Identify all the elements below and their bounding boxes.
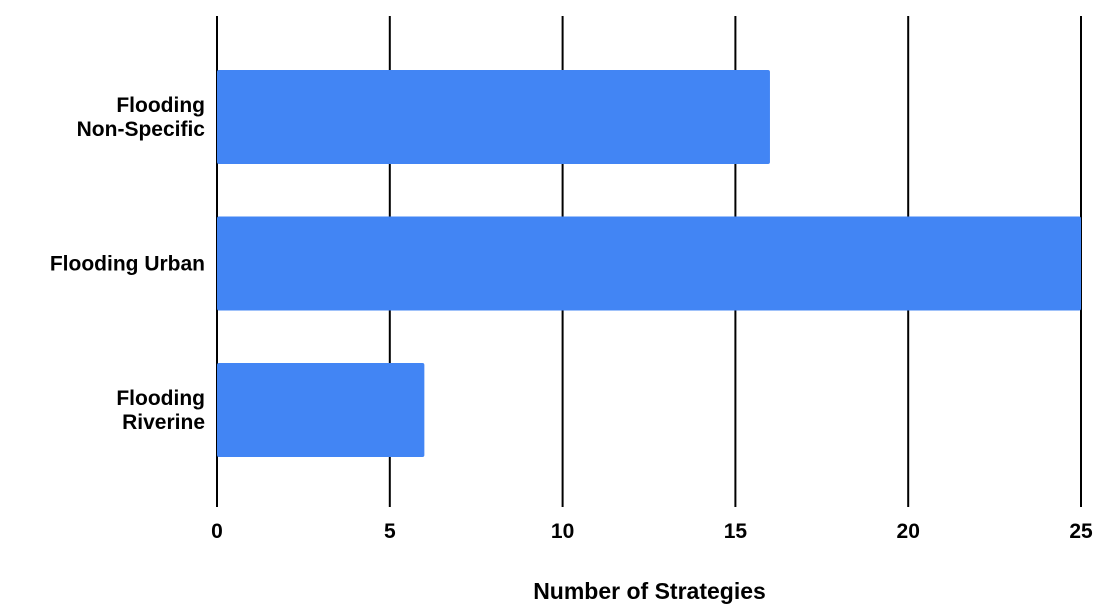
x-tick-label-25: 25: [1069, 520, 1093, 543]
bar-flooding-riverine: [217, 363, 425, 457]
bars: [217, 70, 1081, 457]
bar-flooding-non-specific: [217, 70, 770, 164]
category-labels: Flooding Non-Specific Flooding Urban Floodi…: [50, 94, 205, 434]
x-tick-label-5: 5: [384, 520, 396, 543]
x-tick-label-10: 10: [551, 520, 574, 543]
category-label-flooding-urban: Flooding Urban: [50, 253, 205, 276]
x-tick-labels: 0 5 10 15 20 25: [211, 520, 1093, 543]
x-tick-label-15: 15: [724, 520, 748, 543]
bar-flooding-urban: [217, 216, 1081, 311]
category-label-flooding-riverine: Flooding Riverine: [116, 387, 205, 434]
x-axis-title: Number of Strategies: [533, 578, 766, 604]
x-tick-label-0: 0: [211, 520, 223, 543]
category-label-flooding-non-specific: Flooding Non-Specific: [77, 94, 206, 141]
x-tick-label-20: 20: [897, 520, 920, 543]
